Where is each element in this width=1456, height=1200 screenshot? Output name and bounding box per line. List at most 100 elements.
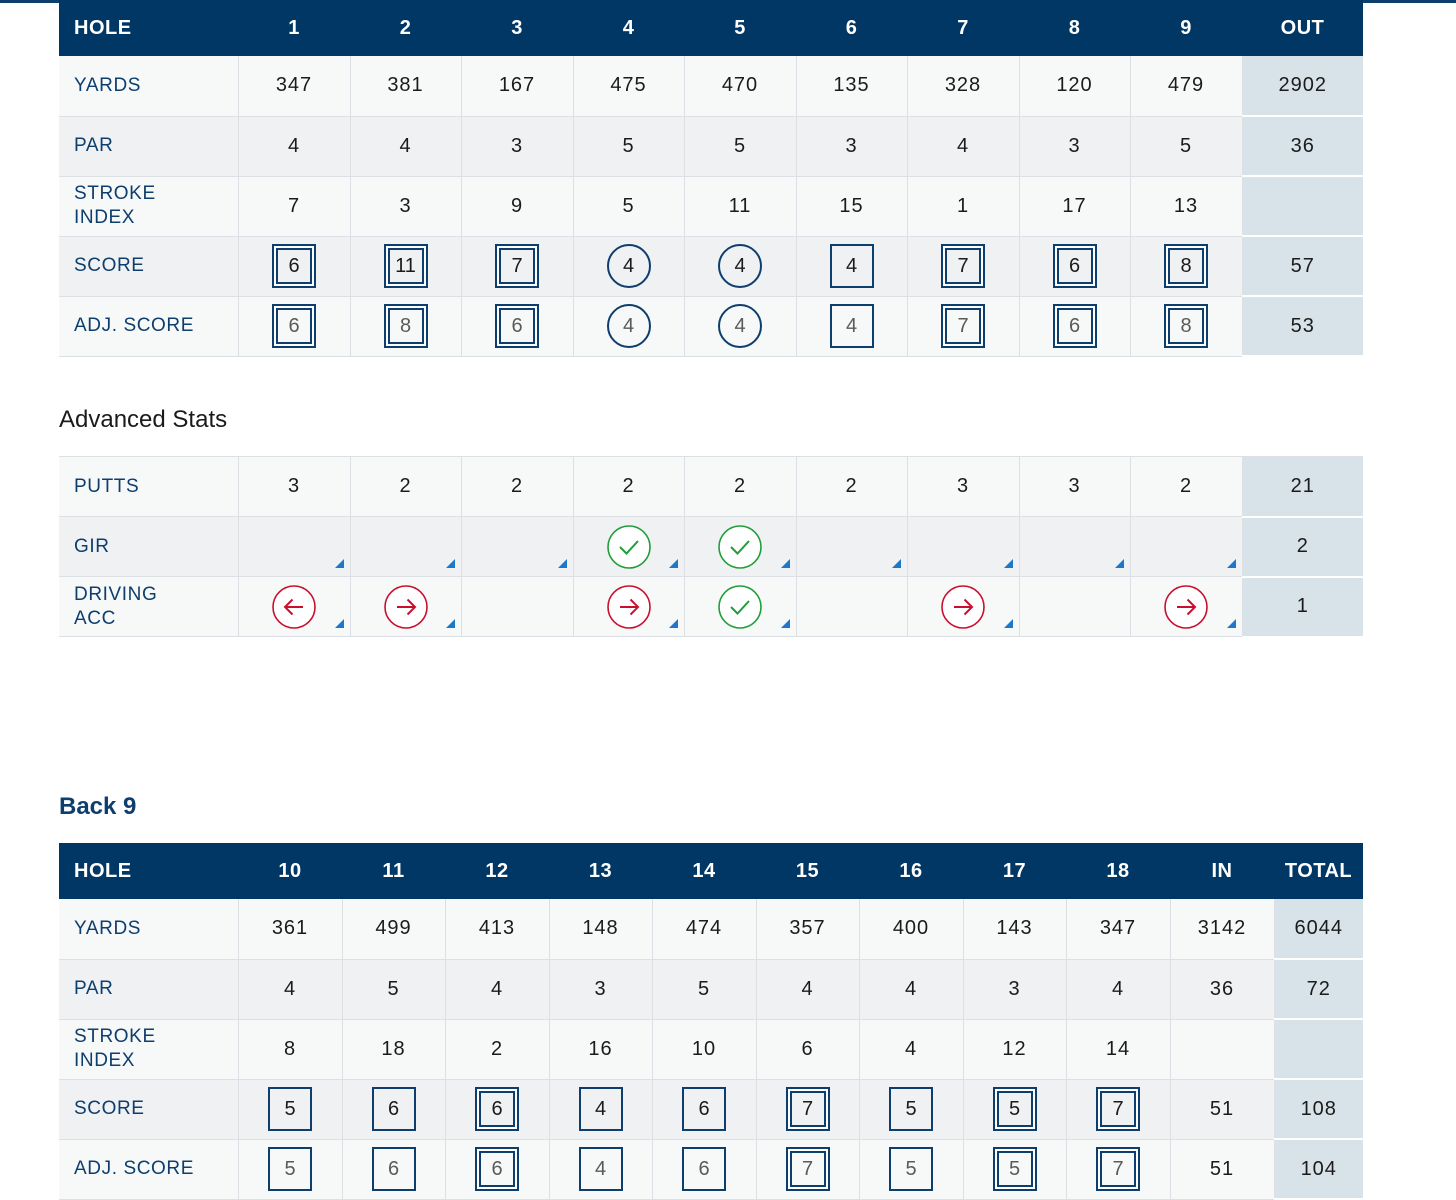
score-cell[interactable]: 7 (1066, 1079, 1171, 1140)
stat-cell[interactable] (796, 516, 908, 577)
stat-cell[interactable] (350, 576, 462, 637)
hole-header-cell: 12 (445, 843, 549, 899)
bogey-square-mark: 6 (682, 1147, 726, 1191)
double-bogey-square-mark: 6 (495, 304, 539, 348)
score-cell[interactable]: 6 (652, 1139, 757, 1200)
score-cell[interactable]: 4 (796, 236, 908, 297)
score-cell[interactable]: 5 (238, 1079, 343, 1140)
score-cell[interactable]: 4 (573, 236, 685, 297)
stroke-index-row: STROKE INDEX 7 3 9 5 11 15 1 17 13 (59, 176, 1363, 237)
total-cell (1274, 1019, 1363, 1080)
score-cell[interactable]: 4 (549, 1079, 653, 1140)
score-cell[interactable]: 5 (859, 1139, 964, 1200)
score-cell[interactable]: 6 (342, 1079, 446, 1140)
stat-cell[interactable] (350, 516, 462, 577)
in-total-cell (1170, 1019, 1275, 1080)
entry-flag-icon[interactable] (334, 559, 344, 568)
score-cell[interactable]: 7 (907, 296, 1020, 357)
advanced-stats-table: PUTTS 3 2 2 2 2 2 3 3 2 21 GIR 2 DRIVING ACC 1 (59, 456, 1363, 638)
entry-flag-icon[interactable] (445, 619, 455, 628)
score-cell[interactable]: 7 (461, 236, 574, 297)
total-cell: 2902 (1242, 56, 1363, 117)
score-cell[interactable]: 6 (461, 296, 574, 357)
value-cell: 347 (238, 56, 351, 117)
score-cell[interactable]: 4 (684, 236, 797, 297)
score-cell[interactable]: 11 (350, 236, 462, 297)
entry-flag-icon[interactable] (1003, 559, 1013, 568)
score-cell[interactable]: 7 (756, 1079, 860, 1140)
double-bogey-square-mark: 7 (785, 1087, 830, 1131)
score-cell[interactable]: 5 (963, 1139, 1067, 1200)
stat-cell[interactable] (907, 576, 1020, 637)
entry-flag-icon[interactable] (334, 619, 344, 628)
total-cell: 36 (1242, 116, 1363, 177)
stat-cell[interactable] (461, 576, 574, 637)
stat-cell[interactable] (573, 516, 685, 577)
row-label: GIR (59, 516, 239, 577)
value-cell: 17 (1019, 176, 1131, 237)
score-cell[interactable]: 6 (238, 296, 351, 357)
entry-flag-icon[interactable] (445, 559, 455, 568)
entry-flag-icon[interactable] (1226, 559, 1236, 568)
value-cell: 4 (445, 959, 550, 1020)
stat-cell[interactable] (907, 516, 1020, 577)
stat-cell[interactable] (1130, 516, 1243, 577)
score-cell[interactable]: 4 (549, 1139, 653, 1200)
double-bogey-square-mark: 5 (992, 1147, 1037, 1191)
stat-cell[interactable] (461, 516, 574, 577)
entry-flag-icon[interactable] (668, 559, 678, 568)
entry-flag-icon[interactable] (780, 559, 790, 568)
score-cell[interactable]: 7 (1066, 1139, 1171, 1200)
bogey-square-mark: 5 (268, 1147, 312, 1191)
stat-cell[interactable] (1130, 576, 1243, 637)
score-cell[interactable]: 5 (963, 1079, 1067, 1140)
score-cell[interactable]: 6 (1019, 236, 1131, 297)
entry-flag-icon[interactable] (557, 559, 567, 568)
entry-flag-icon[interactable] (780, 619, 790, 628)
in-total-cell: 51 (1170, 1079, 1275, 1140)
stat-cell[interactable] (573, 576, 685, 637)
score-cell[interactable]: 7 (907, 236, 1020, 297)
score-cell[interactable]: 8 (350, 296, 462, 357)
hole-header-cell: TOTAL (1274, 843, 1363, 899)
score-cell[interactable]: 6 (342, 1139, 446, 1200)
stat-cell[interactable] (238, 576, 351, 637)
gir-row: GIR 2 (59, 516, 1363, 578)
score-cell[interactable]: 4 (684, 296, 797, 357)
stat-cell[interactable] (1019, 516, 1131, 577)
row-label: PAR (59, 959, 239, 1020)
score-cell[interactable]: 6 (445, 1079, 550, 1140)
entry-flag-icon[interactable] (891, 559, 901, 568)
hole-header-cell: 8 (1019, 0, 1130, 56)
score-cell[interactable]: 4 (573, 296, 685, 357)
value-cell: 475 (573, 56, 685, 117)
value-cell: 5 (684, 116, 797, 177)
score-cell[interactable]: 6 (652, 1079, 757, 1140)
double-bogey-square-mark: 5 (992, 1087, 1037, 1131)
stat-cell[interactable] (238, 516, 351, 577)
entry-flag-icon[interactable] (1003, 619, 1013, 628)
score-cell[interactable]: 4 (796, 296, 908, 357)
score-cell[interactable]: 5 (238, 1139, 343, 1200)
entry-flag-icon[interactable] (1114, 559, 1124, 568)
score-cell[interactable]: 6 (1019, 296, 1131, 357)
value-cell: 3 (1019, 456, 1131, 517)
entry-flag-icon[interactable] (1226, 619, 1236, 628)
score-cell[interactable]: 5 (859, 1079, 964, 1140)
score-cell[interactable]: 6 (238, 236, 351, 297)
bogey-square-mark: 4 (578, 1087, 623, 1131)
stat-cell[interactable] (684, 576, 797, 637)
score-cell[interactable]: 8 (1130, 236, 1243, 297)
value-cell: 413 (445, 899, 550, 960)
stat-cell[interactable] (1019, 576, 1131, 637)
in-total-cell: 36 (1170, 959, 1275, 1020)
score-cell[interactable]: 8 (1130, 296, 1243, 357)
entry-flag-icon[interactable] (668, 619, 678, 628)
total-cell: 72 (1274, 959, 1363, 1020)
score-cell[interactable]: 7 (756, 1139, 860, 1200)
value-cell: 381 (350, 56, 462, 117)
stat-cell[interactable] (684, 516, 797, 577)
value-cell: 1 (907, 176, 1020, 237)
score-cell[interactable]: 6 (445, 1139, 550, 1200)
stat-cell[interactable] (796, 576, 908, 637)
